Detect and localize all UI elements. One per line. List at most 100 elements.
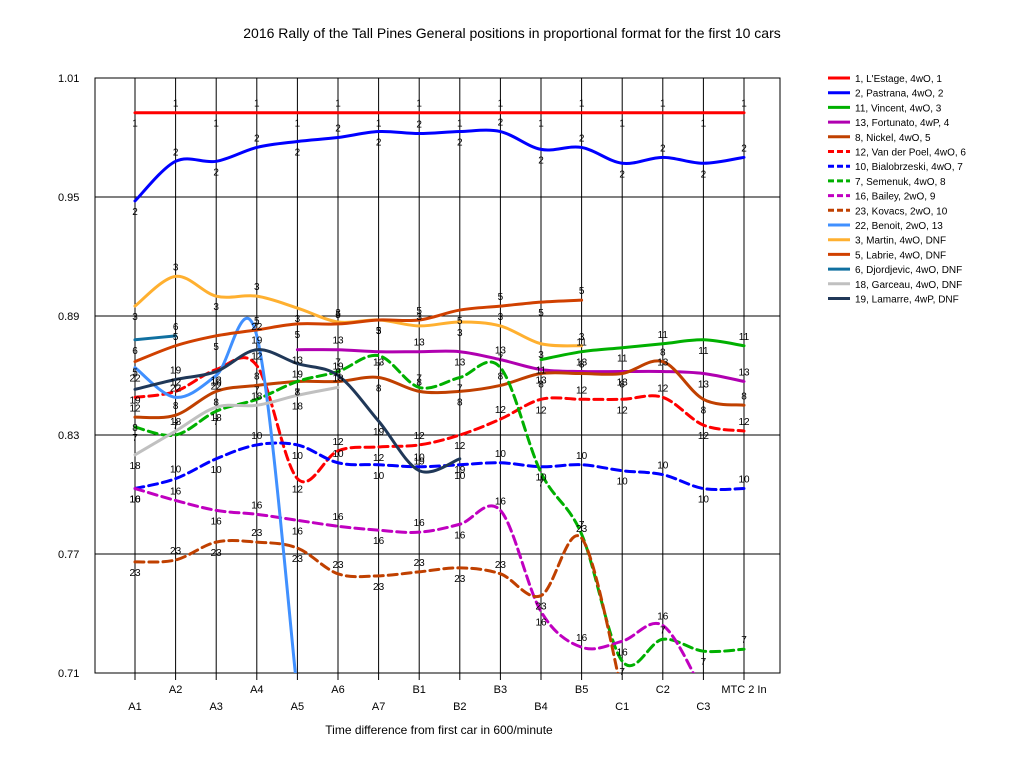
point-label: 19	[129, 395, 141, 406]
x-tick-label: A6	[331, 684, 344, 696]
point-label: 16	[170, 486, 182, 497]
point-label: 16	[373, 536, 385, 547]
point-label: 13	[332, 336, 344, 347]
point-label: 10	[535, 473, 547, 484]
series-line	[133, 274, 584, 348]
legend-entry: 3, Martin, 4wO, DNF	[855, 236, 946, 247]
x-tick-label: A7	[372, 701, 385, 713]
point-label: 16	[211, 516, 223, 527]
point-label: 8	[213, 397, 219, 408]
point-label: 6	[173, 322, 179, 333]
point-label: 2	[579, 133, 585, 144]
x-tick-label: C1	[615, 701, 629, 713]
point-label: 8	[173, 401, 179, 412]
point-label: 3	[457, 328, 463, 339]
point-label: 5	[416, 306, 422, 317]
point-label: 1	[498, 99, 504, 110]
point-label: 1	[619, 119, 625, 130]
point-label: 12	[454, 441, 466, 452]
series-line	[539, 338, 746, 362]
point-label: 3	[335, 308, 341, 319]
series-line	[133, 356, 746, 484]
point-label: 22	[211, 382, 223, 393]
x-tick-label: MTC 2 In	[721, 684, 766, 696]
x-tick-label: C2	[656, 684, 670, 696]
point-label: 8	[376, 383, 382, 394]
legend-entry: 18, Garceau, 4wO, DNF	[855, 280, 962, 291]
point-label: 1	[376, 119, 382, 130]
point-label: 7	[701, 657, 707, 668]
point-label: 7	[335, 358, 341, 369]
y-tick-label: 0.89	[58, 311, 79, 323]
point-label: 22	[129, 374, 141, 385]
point-label: 11	[658, 330, 669, 341]
point-label: 23	[373, 582, 385, 593]
point-label: 1	[579, 99, 585, 110]
legend-entry: 7, Semenuk, 4wO, 8	[855, 177, 946, 188]
point-label: 5	[173, 332, 179, 343]
point-label: 23	[170, 546, 182, 557]
point-label: 23	[454, 574, 466, 585]
series-line	[133, 353, 746, 668]
point-label: 16	[129, 495, 141, 506]
legend-entry: 2, Pastrana, 4wO, 2	[855, 89, 944, 100]
point-label: 23	[495, 560, 507, 571]
point-labels: 1111111111111111222222222222222211111111…	[129, 99, 750, 678]
legend-entry: 12, Van der Poel, 4wO, 6	[855, 148, 966, 159]
legend-entry: 19, Lamarre, 4wP, DNF	[855, 295, 959, 306]
point-label: 7	[173, 421, 179, 432]
point-label: 7	[416, 373, 422, 384]
point-label: 1	[701, 119, 707, 130]
point-label: 10	[657, 461, 669, 472]
point-label: 19	[332, 362, 344, 373]
x-tick-label: A3	[209, 701, 222, 713]
point-label: 11	[536, 366, 547, 377]
point-label: 13	[738, 367, 750, 378]
point-label: 3	[416, 312, 422, 323]
point-label: 23	[292, 554, 304, 565]
point-label: 10	[170, 465, 182, 476]
point-label: 18	[211, 413, 223, 424]
point-label: 3	[579, 332, 585, 343]
point-label: 13	[698, 380, 710, 391]
point-label: 2	[498, 118, 504, 129]
point-label: 12	[251, 352, 263, 363]
point-label: 12	[292, 485, 304, 496]
x-tick-label: C3	[696, 701, 710, 713]
series-line	[133, 348, 462, 474]
point-label: 23	[576, 524, 588, 535]
point-label: 6	[132, 346, 138, 357]
point-label: 1	[295, 119, 301, 130]
point-label: 10	[332, 449, 344, 460]
y-tick-label: 0.71	[58, 668, 79, 680]
point-label: 10	[211, 465, 223, 476]
point-label: 10	[495, 449, 507, 460]
point-label: 2	[660, 143, 666, 154]
y-tick-label: 0.83	[58, 430, 79, 442]
point-label: 3	[295, 314, 301, 325]
point-label: 8	[741, 391, 747, 402]
point-label: 2	[213, 167, 219, 178]
point-label: 18	[292, 401, 304, 412]
point-label: 2	[619, 169, 625, 180]
point-label: 13	[414, 338, 426, 349]
point-label: 13	[495, 346, 507, 357]
point-label: 7	[741, 635, 747, 646]
point-label: 13	[535, 376, 547, 387]
chart-title: 2016 Rally of the Tall Pines General pos…	[243, 25, 780, 41]
point-label: 23	[414, 558, 426, 569]
point-label: 7	[376, 362, 382, 373]
point-label: 3	[132, 312, 138, 323]
series-line	[133, 441, 746, 492]
point-label: 19	[292, 370, 304, 381]
point-label: 5	[538, 308, 544, 319]
point-label: 12	[698, 431, 710, 442]
y-tick-label: 0.77	[58, 549, 79, 561]
point-label: 2	[701, 169, 707, 180]
point-label: 12	[170, 377, 182, 388]
point-label: 12	[617, 405, 629, 416]
x-axis-title: Time difference from first car in 600/mi…	[325, 723, 553, 737]
point-label: 22	[170, 383, 182, 394]
point-label: 3	[498, 312, 504, 323]
